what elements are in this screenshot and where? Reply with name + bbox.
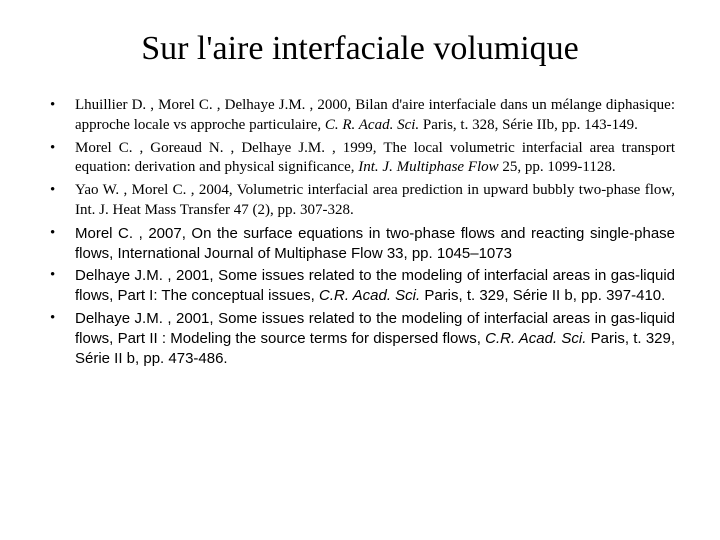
reference-item: •Morel C. , Goreaud N. , Delhaye J.M. , … [45, 139, 675, 179]
reference-text: Morel C. , Goreaud N. , Delhaye J.M. , 1… [75, 139, 675, 179]
text-segment: Paris, t. 329, Série II b, pp. 397-410. [420, 287, 665, 304]
text-segment: Paris, t. 328, Série IIb, pp. 143-149. [419, 117, 638, 133]
italic-segment: C.R. Acad. Sci. [485, 330, 586, 347]
bullet-marker: • [45, 96, 75, 136]
italic-segment: C. R. Acad. Sci. [325, 117, 419, 133]
reference-item: •Yao W. , Morel C. , 2004, Volumetric in… [45, 181, 675, 221]
reference-item: •Lhuillier D. , Morel C. , Delhaye J.M. … [45, 96, 675, 136]
reference-item: •Delhaye J.M. , 2001, Some issues relate… [45, 266, 675, 306]
italic-segment: C.R. Acad. Sci. [319, 287, 420, 304]
bullet-marker: • [45, 139, 75, 179]
bullet-marker: • [45, 181, 75, 221]
reference-list: •Lhuillier D. , Morel C. , Delhaye J.M. … [45, 96, 675, 368]
reference-text: Delhaye J.M. , 2001, Some issues related… [75, 266, 675, 306]
reference-text: Yao W. , Morel C. , 2004, Volumetric int… [75, 181, 675, 221]
reference-text: Lhuillier D. , Morel C. , Delhaye J.M. ,… [75, 96, 675, 136]
text-segment: Yao W. , Morel C. , 2004, Volumetric int… [75, 182, 675, 218]
text-segment: 25, pp. 1099-1128. [499, 159, 616, 175]
bullet-marker: • [45, 266, 75, 306]
page-title: Sur l'aire interfaciale volumique [45, 30, 675, 68]
reference-item: •Morel C. , 2007, On the surface equatio… [45, 224, 675, 264]
reference-item: •Delhaye J.M. , 2001, Some issues relate… [45, 309, 675, 368]
italic-segment: Int. J. Multiphase Flow [358, 159, 498, 175]
bullet-marker: • [45, 309, 75, 368]
bullet-marker: • [45, 224, 75, 264]
reference-text: Morel C. , 2007, On the surface equation… [75, 224, 675, 264]
text-segment: Morel C. , 2007, On the surface equation… [75, 225, 675, 262]
reference-text: Delhaye J.M. , 2001, Some issues related… [75, 309, 675, 368]
